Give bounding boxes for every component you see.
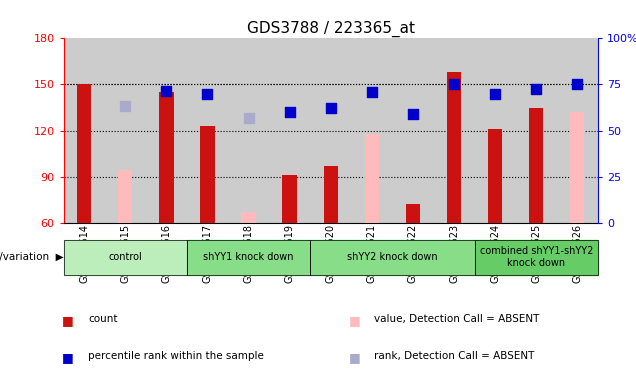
Point: [449, 81, 459, 88]
Text: shYY2 knock down: shYY2 knock down: [347, 252, 438, 262]
Bar: [187, 240, 310, 275]
Text: ■: ■: [62, 351, 74, 364]
Point: [367, 89, 377, 95]
Bar: [187, 240, 310, 275]
Bar: [324, 166, 338, 223]
Bar: [77, 84, 92, 223]
Text: control: control: [108, 252, 142, 262]
Bar: [447, 72, 461, 223]
Text: ■: ■: [62, 314, 74, 327]
Bar: [282, 175, 297, 223]
Bar: [228, 38, 269, 223]
Bar: [64, 240, 187, 275]
Point: [408, 111, 418, 117]
Text: ■: ■: [349, 351, 360, 364]
Bar: [529, 108, 543, 223]
Bar: [351, 38, 392, 223]
Bar: [474, 240, 598, 275]
Text: genotype/variation  ▶: genotype/variation ▶: [0, 252, 64, 262]
Bar: [364, 134, 379, 223]
Bar: [118, 170, 132, 223]
Bar: [474, 38, 516, 223]
Text: percentile rank within the sample: percentile rank within the sample: [88, 351, 264, 361]
Text: count: count: [88, 314, 118, 324]
Point: [244, 115, 254, 121]
Bar: [570, 112, 584, 223]
Point: [326, 104, 336, 111]
Bar: [105, 38, 146, 223]
Bar: [64, 38, 105, 223]
Bar: [159, 92, 174, 223]
Text: shYY1 knock down: shYY1 knock down: [204, 252, 294, 262]
Bar: [310, 240, 474, 275]
Point: [572, 81, 583, 88]
Bar: [406, 204, 420, 223]
Bar: [64, 240, 187, 275]
Text: value, Detection Call = ABSENT: value, Detection Call = ABSENT: [374, 314, 540, 324]
Bar: [310, 240, 474, 275]
Point: [120, 103, 130, 109]
Point: [162, 88, 172, 94]
Bar: [434, 38, 474, 223]
Bar: [200, 126, 214, 223]
Bar: [474, 240, 598, 275]
Bar: [187, 38, 228, 223]
Text: ■: ■: [349, 314, 360, 327]
Bar: [146, 38, 187, 223]
Bar: [269, 38, 310, 223]
Bar: [488, 129, 502, 223]
Bar: [516, 38, 556, 223]
Bar: [241, 212, 256, 223]
Point: [490, 91, 500, 97]
Point: [531, 86, 541, 92]
Point: [284, 109, 294, 115]
Point: [202, 91, 212, 97]
Text: rank, Detection Call = ABSENT: rank, Detection Call = ABSENT: [374, 351, 535, 361]
Text: combined shYY1-shYY2
knock down: combined shYY1-shYY2 knock down: [480, 247, 593, 268]
Title: GDS3788 / 223365_at: GDS3788 / 223365_at: [247, 21, 415, 37]
Bar: [556, 38, 598, 223]
Bar: [392, 38, 434, 223]
Bar: [310, 38, 351, 223]
